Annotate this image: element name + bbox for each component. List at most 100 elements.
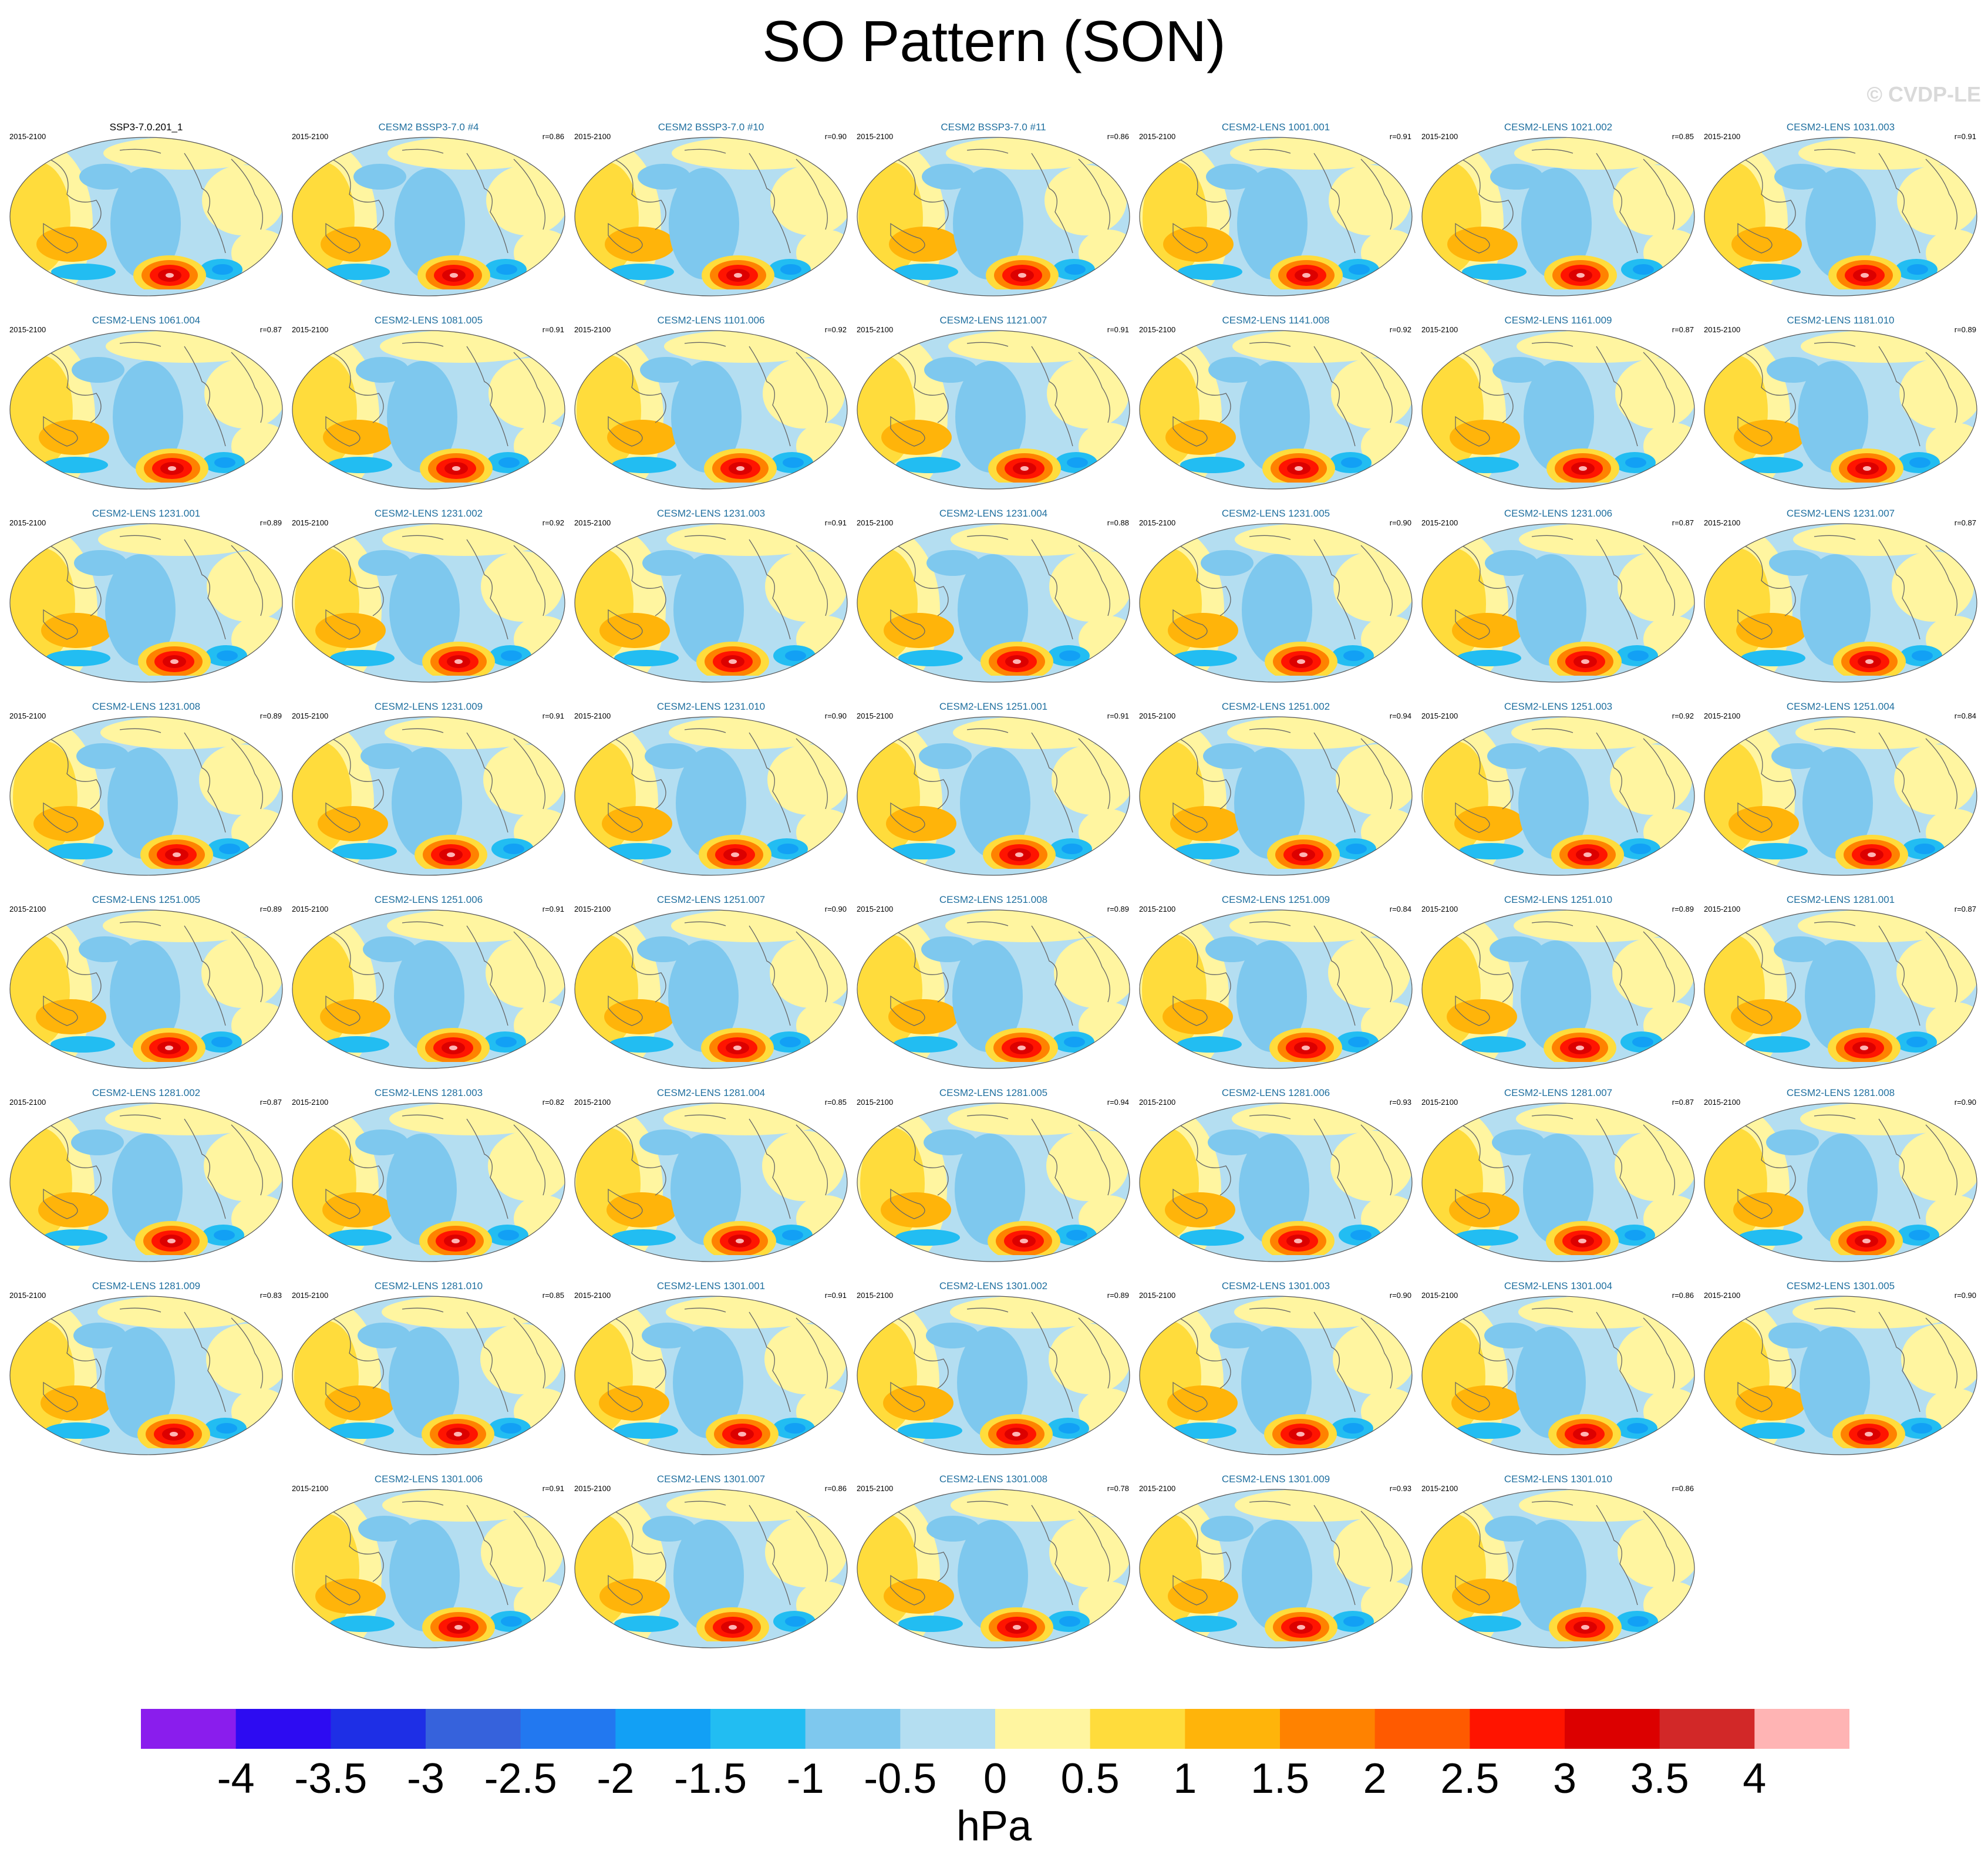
panel-title: CESM2-LENS 1281.007 xyxy=(1504,1087,1613,1098)
colorbar-swatch xyxy=(1565,1709,1660,1749)
panel-correlation: r=0.84 xyxy=(1954,711,1976,720)
panel-correlation: r=0.85 xyxy=(824,1098,847,1107)
colorbar-swatch xyxy=(1470,1709,1565,1749)
panel-correlation: r=0.90 xyxy=(1389,518,1411,527)
panel-correlation: r=0.87 xyxy=(1672,518,1694,527)
colorbar-tick-label: -4 xyxy=(217,1755,255,1802)
panel-correlation: r=0.91 xyxy=(542,711,564,720)
panel-correlation: r=0.90 xyxy=(824,132,847,141)
map-panel: CESM2-LENS 1281.002 2015-2100 r=0.87 xyxy=(8,1087,284,1263)
panel-correlation: r=0.92 xyxy=(1389,325,1411,334)
panel-title: CESM2-LENS 1281.003 xyxy=(374,1087,483,1098)
panel-period: 2015-2100 xyxy=(1421,132,1458,141)
panel-period: 2015-2100 xyxy=(1139,132,1176,141)
panel-period: 2015-2100 xyxy=(1421,1484,1458,1493)
panel-period: 2015-2100 xyxy=(1704,518,1741,527)
map-panel: CESM2-LENS 1251.009 2015-2100 r=0.84 xyxy=(1138,894,1414,1070)
panel-title: CESM2-LENS 1251.007 xyxy=(656,894,766,905)
map-panel: CESM2-LENS 1251.006 2015-2100 r=0.91 xyxy=(291,894,567,1070)
map-panel: CESM2-LENS 1001.001 2015-2100 r=0.91 xyxy=(1138,122,1414,298)
panel-period: 2015-2100 xyxy=(1139,1484,1176,1493)
map-panel: CESM2-LENS 1281.007 2015-2100 r=0.87 xyxy=(1420,1087,1696,1263)
map-panel: CESM2-LENS 1231.002 2015-2100 r=0.92 xyxy=(291,508,567,684)
map-panel: CESM2-LENS 1231.004 2015-2100 r=0.88 xyxy=(855,508,1131,684)
panel-correlation: r=0.86 xyxy=(1672,1291,1694,1300)
panel-correlation: r=0.94 xyxy=(1107,1098,1129,1107)
map-panel: CESM2-LENS 1141.008 2015-2100 r=0.92 xyxy=(1138,315,1414,491)
colorbar: -4 -3.5 -3 -2.5 -2 -1.5 -1 -0.5 0 0.5 1 1.5 2 2.5 3 3.5… xyxy=(141,1709,1849,1802)
panel-period: 2015-2100 xyxy=(1704,711,1741,720)
panel-map xyxy=(1704,716,1977,876)
panel-period: 2015-2100 xyxy=(857,1291,894,1300)
panel-map xyxy=(1421,716,1695,876)
chart-title: SO Pattern (SON) xyxy=(762,9,1226,73)
panel-map xyxy=(292,716,565,876)
panel-correlation: r=0.91 xyxy=(1954,132,1976,141)
panel-title: CESM2-LENS 1231.001 xyxy=(92,508,201,519)
panel-correlation: r=0.86 xyxy=(1672,1484,1694,1493)
panel-period: 2015-2100 xyxy=(9,711,46,720)
panel-period: 2015-2100 xyxy=(9,1098,46,1107)
panel-correlation: r=0.90 xyxy=(824,905,847,913)
panel-map xyxy=(574,330,848,490)
colorbar-swatch xyxy=(426,1709,521,1749)
panel-map xyxy=(292,330,565,490)
panel-correlation: r=0.93 xyxy=(1389,1484,1411,1493)
colorbar-swatch xyxy=(805,1709,901,1749)
colorbar-tick-label: 1.5 xyxy=(1251,1755,1309,1802)
colorbar-tick-label: 0 xyxy=(983,1755,1007,1802)
map-panel: CESM2-LENS 1061.004 2015-2100 r=0.87 xyxy=(8,315,284,491)
panel-correlation: r=0.89 xyxy=(1107,905,1129,913)
panel-map xyxy=(857,716,1130,876)
panel-period: 2015-2100 xyxy=(292,711,329,720)
panel-period: 2015-2100 xyxy=(9,325,46,334)
panel-map xyxy=(857,1489,1130,1648)
map-panel: CESM2-LENS 1301.002 2015-2100 r=0.89 xyxy=(855,1280,1131,1456)
colorbar-swatch xyxy=(1374,1709,1470,1749)
panel-map xyxy=(292,1296,565,1455)
panel-period: 2015-2100 xyxy=(292,1098,329,1107)
panel-correlation: r=0.87 xyxy=(1672,325,1694,334)
map-panel: CESM2-LENS 1301.010 2015-2100 r=0.86 xyxy=(1420,1473,1696,1650)
map-panel: CESM2-LENS 1231.009 2015-2100 r=0.91 xyxy=(291,701,567,877)
map-panel: CESM2-LENS 1251.002 2015-2100 r=0.94 xyxy=(1138,701,1414,877)
panel-period: 2015-2100 xyxy=(1139,1098,1176,1107)
map-panel: CESM2 BSSP3-7.0 #10 2015-2100 r=0.90 xyxy=(573,122,849,298)
map-panel: CESM2-LENS 1251.001 2015-2100 r=0.91 xyxy=(855,701,1131,877)
colorbar-swatch xyxy=(1185,1709,1281,1749)
panel-correlation: r=0.90 xyxy=(1954,1098,1976,1107)
panel-period: 2015-2100 xyxy=(1421,1291,1458,1300)
panel-correlation: r=0.91 xyxy=(1107,711,1129,720)
panel-period: 2015-2100 xyxy=(1421,711,1458,720)
panel-period: 2015-2100 xyxy=(857,1098,894,1107)
panel-period: 2015-2100 xyxy=(1421,325,1458,334)
panel-correlation: r=0.91 xyxy=(824,518,847,527)
colorbar-swatch xyxy=(331,1709,426,1749)
panel-correlation: r=0.94 xyxy=(1389,711,1411,720)
colorbar-tick-label: 2.5 xyxy=(1440,1755,1499,1802)
map-panel: CESM2-LENS 1301.005 2015-2100 r=0.90 xyxy=(1703,1280,1979,1456)
map-panel: CESM2-LENS 1231.001 2015-2100 r=0.89 xyxy=(8,508,284,684)
panel-period: 2015-2100 xyxy=(292,518,329,527)
panel-period: 2015-2100 xyxy=(9,132,46,141)
panel-period: 2015-2100 xyxy=(1421,1098,1458,1107)
panel-map xyxy=(292,1489,565,1648)
map-panel: CESM2-LENS 1281.001 2015-2100 r=0.87 xyxy=(1703,894,1979,1070)
panel-period: 2015-2100 xyxy=(9,1291,46,1300)
panel-period: 2015-2100 xyxy=(1421,518,1458,527)
panel-period: 2015-2100 xyxy=(857,1484,894,1493)
panel-map xyxy=(9,1102,283,1262)
panel-title: CESM2-LENS 1121.007 xyxy=(939,315,1047,326)
colorbar-swatch xyxy=(1754,1709,1849,1749)
panel-title: CESM2-LENS 1231.004 xyxy=(939,508,1048,519)
panel-period: 2015-2100 xyxy=(574,1291,611,1300)
map-panel: CESM2-LENS 1081.005 2015-2100 r=0.91 xyxy=(291,315,567,491)
panel-period: 2015-2100 xyxy=(857,132,894,141)
panel-map xyxy=(1421,137,1695,296)
panel-period: 2015-2100 xyxy=(1139,325,1176,334)
map-panel: CESM2-LENS 1301.004 2015-2100 r=0.86 xyxy=(1420,1280,1696,1456)
panel-title: SSP3-7.0.201_1 xyxy=(109,122,183,133)
panel-map xyxy=(292,137,565,296)
panel-period: 2015-2100 xyxy=(1704,325,1741,334)
panel-title: CESM2-LENS 1301.002 xyxy=(939,1280,1048,1292)
